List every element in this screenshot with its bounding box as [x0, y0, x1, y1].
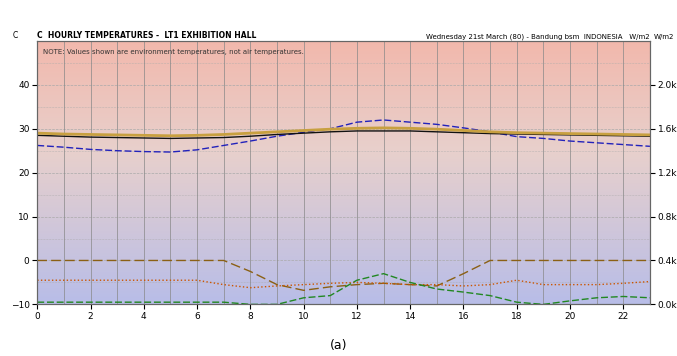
Text: Wednesday 21st March (80) - Bandung bsm  INDONESIA   W/m2: Wednesday 21st March (80) - Bandung bsm … — [427, 33, 650, 40]
Text: W/m2: W/m2 — [654, 33, 674, 40]
Text: NOTE: Values shown are environment temperatures, not air temperatures.: NOTE: Values shown are environment tempe… — [43, 49, 304, 55]
Text: (a): (a) — [330, 339, 347, 352]
Text: C: C — [13, 31, 18, 40]
Text: C  HOURLY TEMPERATURES -  LT1 EXHIBITION HALL: C HOURLY TEMPERATURES - LT1 EXHIBITION H… — [37, 31, 257, 40]
